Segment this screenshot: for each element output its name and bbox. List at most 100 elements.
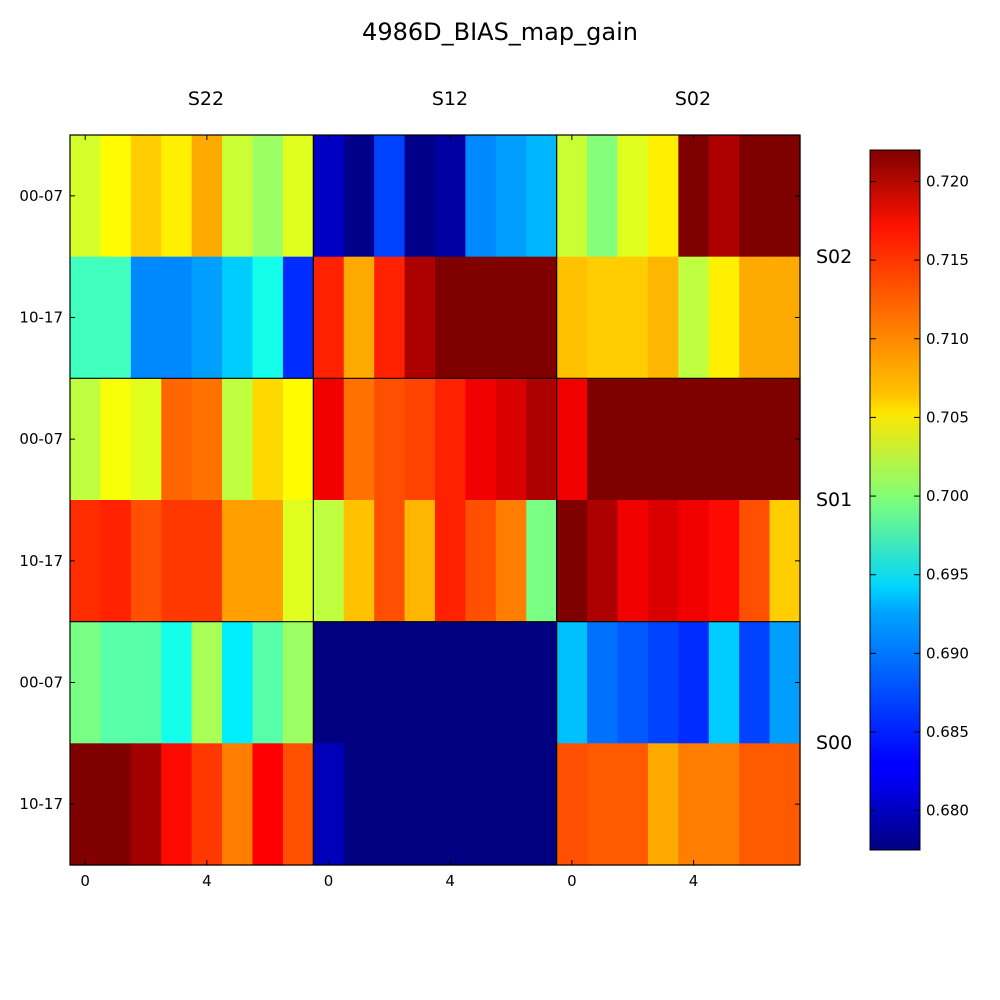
heatmap-cell	[526, 256, 558, 379]
heatmap-cell	[130, 743, 162, 866]
heatmap-cell	[374, 378, 406, 501]
heatmap-cell	[647, 378, 679, 501]
heatmap-cell	[161, 743, 193, 866]
colorbar	[869, 149, 921, 851]
heatmap-cell	[435, 621, 467, 744]
heatmap-cell	[282, 256, 314, 379]
heatmap-cell	[70, 743, 102, 866]
heatmap-cell	[435, 743, 467, 866]
heatmap-cell	[282, 621, 314, 744]
heatmap-cell	[435, 378, 467, 501]
heatmap-cell	[647, 135, 679, 258]
y-tick-label: 10-17	[19, 309, 63, 327]
heatmap-cell	[343, 135, 375, 258]
heatmap-cell	[374, 135, 406, 258]
heatmap-cell	[252, 500, 284, 623]
heatmap-cell	[161, 621, 193, 744]
colorbar-tick-label: 0.715	[926, 251, 969, 269]
x-tick-label: 4	[689, 872, 699, 890]
heatmap-cell	[313, 500, 345, 623]
heatmap-cell	[191, 378, 223, 501]
heatmap-cell	[678, 256, 710, 379]
heatmap-cell	[252, 256, 284, 379]
heatmap-cell	[313, 743, 345, 866]
heatmap-cell	[100, 256, 132, 379]
heatmap-cell	[708, 256, 740, 379]
heatmap-cell	[374, 621, 406, 744]
heatmap-cell	[252, 378, 284, 501]
heatmap-cell	[495, 743, 527, 866]
heatmap-cell	[222, 378, 254, 501]
heatmap-cell	[222, 621, 254, 744]
heatmap-cell	[252, 135, 284, 258]
heatmap-cell	[313, 378, 345, 501]
heatmap-cell	[313, 621, 345, 744]
heatmap-cell	[587, 135, 619, 258]
heatmap-cell	[708, 135, 740, 258]
heatmap-cell	[587, 743, 619, 866]
heatmap-cell	[556, 256, 588, 379]
heatmap-cell	[435, 500, 467, 623]
y-tick-label: 00-07	[19, 187, 63, 205]
heatmap-cell	[617, 378, 649, 501]
plot-frame	[69, 134, 801, 866]
colorbar-tick-label: 0.720	[926, 172, 969, 190]
row-group-label: S01	[816, 489, 852, 511]
heatmap-cell	[222, 500, 254, 623]
heatmap-cell	[282, 378, 314, 501]
heatmap-cell	[495, 256, 527, 379]
heatmap-cell	[647, 621, 679, 744]
heatmap-cell	[252, 743, 284, 866]
heatmap-cell	[678, 743, 710, 866]
heatmap-cell	[587, 256, 619, 379]
heatmap-cell	[70, 135, 102, 258]
heatmap-cell	[526, 743, 558, 866]
heatmap-cell	[130, 500, 162, 623]
heatmap-cell	[617, 500, 649, 623]
heatmap-cell	[465, 135, 497, 258]
heatmap-cell	[465, 743, 497, 866]
heatmap-cell	[495, 135, 527, 258]
colorbar-tick-label: 0.685	[926, 723, 969, 741]
heatmap-cell	[435, 256, 467, 379]
heatmap-cell	[70, 500, 102, 623]
heatmap-cell	[313, 256, 345, 379]
colorbar-tick-label: 0.690	[926, 644, 969, 662]
heatmap-cell	[100, 378, 132, 501]
heatmap-cells	[70, 135, 801, 866]
heatmap-cell	[465, 256, 497, 379]
colorbar-tick-label: 0.680	[926, 802, 969, 820]
heatmap-cell	[404, 135, 436, 258]
panel-dividers	[69, 134, 801, 866]
heatmap-cell	[739, 378, 771, 501]
y-tick-label: 00-07	[19, 430, 63, 448]
heatmap-cell	[678, 135, 710, 258]
heatmap-cell	[617, 256, 649, 379]
heatmap-cell	[343, 378, 375, 501]
heatmap-cell	[556, 743, 588, 866]
colorbar-tick-label: 0.695	[926, 566, 969, 584]
heatmap-cell	[495, 500, 527, 623]
heatmap-cell	[556, 621, 588, 744]
heatmap-cell	[70, 256, 102, 379]
heatmap-cell	[191, 256, 223, 379]
heatmap-cell	[161, 378, 193, 501]
heatmap-cell	[374, 743, 406, 866]
heatmap-cell	[404, 743, 436, 866]
heatmap-cell	[161, 135, 193, 258]
heatmap-cell	[282, 743, 314, 866]
heatmap-cell	[678, 621, 710, 744]
heatmap-cell	[130, 135, 162, 258]
heatmap-cell	[343, 500, 375, 623]
heatmap-cell	[191, 500, 223, 623]
colorbar-tick-label: 0.700	[926, 487, 969, 505]
heatmap-cell	[404, 621, 436, 744]
x-tick-label: 4	[445, 872, 455, 890]
heatmap-cell	[617, 743, 649, 866]
heatmap-cell	[465, 621, 497, 744]
heatmap-cell	[617, 135, 649, 258]
heatmap-cell	[678, 378, 710, 501]
heatmap-cell	[556, 378, 588, 501]
heatmap-cell	[708, 378, 740, 501]
